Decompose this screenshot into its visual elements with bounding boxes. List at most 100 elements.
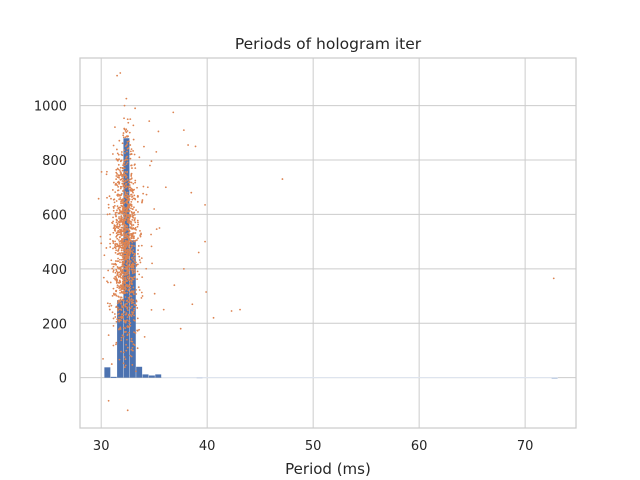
- scatter-point: [122, 198, 125, 201]
- scatter-point: [131, 283, 134, 285]
- scatter-point: [127, 296, 130, 299]
- scatter-point: [126, 302, 128, 305]
- scatter-point: [122, 351, 125, 354]
- scatter-point: [126, 275, 129, 278]
- scatter-point: [119, 220, 122, 223]
- scatter-point: [114, 290, 117, 292]
- scatter-point: [130, 207, 132, 210]
- scatter-point: [132, 189, 135, 192]
- scatter-point: [115, 211, 118, 214]
- y-tick-label: 400: [42, 263, 67, 278]
- scatter-point: [114, 262, 117, 265]
- scatter-point: [129, 285, 132, 288]
- scatter-point: [136, 200, 139, 203]
- scatter-point: [122, 278, 125, 280]
- scatter-point: [122, 326, 125, 329]
- scatter-point: [111, 222, 114, 225]
- y-tick-label: 600: [42, 208, 67, 223]
- scatter-point: [131, 211, 133, 214]
- scatter-point: [127, 194, 130, 197]
- scatter-point: [114, 251, 117, 254]
- scatter-point: [109, 246, 112, 248]
- scatter-point: [123, 218, 126, 221]
- scatter-point: [120, 336, 123, 339]
- scatter-point: [126, 118, 129, 121]
- scatter-point: [110, 259, 113, 262]
- scatter-point: [126, 299, 129, 302]
- scatter-point: [136, 195, 139, 198]
- scatter-point: [113, 277, 116, 280]
- scatter-point: [120, 241, 123, 244]
- y-tick-label: 1000: [34, 100, 67, 115]
- scatter-point: [121, 246, 123, 249]
- scatter-point: [118, 198, 121, 201]
- scatter-point: [116, 209, 118, 212]
- scatter-point: [119, 254, 122, 256]
- scatter-point: [126, 248, 129, 251]
- scatter-point: [131, 196, 133, 198]
- scatter-point: [133, 303, 136, 306]
- scatter-point: [114, 275, 117, 278]
- scatter-point: [127, 269, 130, 271]
- scatter-point: [116, 152, 119, 155]
- scatter-point: [119, 291, 121, 294]
- scatter-point: [120, 204, 123, 207]
- scatter-point: [136, 347, 139, 350]
- scatter-point: [117, 244, 120, 247]
- histogram-bar: [104, 367, 111, 378]
- scatter-point: [129, 307, 132, 310]
- scatter-point: [112, 270, 115, 273]
- scatter-point: [123, 159, 126, 162]
- scatter-point: [120, 270, 122, 273]
- scatter-point: [112, 144, 115, 147]
- scatter-point: [127, 313, 130, 316]
- scatter-point: [116, 158, 119, 161]
- scatter-point: [110, 363, 113, 365]
- scatter-point: [129, 262, 131, 264]
- scatter-point: [123, 366, 126, 369]
- scatter-point: [116, 205, 119, 208]
- scatter-point: [119, 252, 122, 255]
- histogram-bar: [129, 240, 136, 378]
- scatter-point: [122, 208, 124, 211]
- scatter-point: [118, 271, 121, 274]
- scatter-point: [194, 145, 197, 148]
- scatter-point: [120, 193, 123, 196]
- scatter-point: [115, 221, 118, 224]
- scatter-point: [117, 250, 119, 252]
- scatter-point: [128, 331, 131, 334]
- scatter-point: [137, 249, 139, 252]
- scatter-point: [155, 228, 158, 231]
- scatter-point: [143, 145, 145, 148]
- scatter-point: [117, 168, 120, 171]
- scatter-point: [143, 335, 146, 338]
- scatter-point: [130, 277, 133, 279]
- scatter-point: [130, 280, 133, 283]
- scatter-point: [112, 247, 114, 250]
- scatter-point: [127, 121, 130, 124]
- scatter-point: [136, 307, 139, 309]
- scatter-point: [119, 266, 122, 269]
- scatter-point: [121, 269, 124, 271]
- scatter-point: [109, 281, 112, 284]
- scatter-point: [125, 312, 128, 314]
- scatter-point: [108, 213, 111, 215]
- scatter-point: [122, 134, 125, 137]
- scatter-point: [125, 213, 128, 216]
- scatter-point: [132, 232, 135, 235]
- histogram-bars: [104, 138, 558, 379]
- scatter-point: [129, 118, 132, 120]
- scatter-point: [126, 316, 129, 318]
- scatter-point: [124, 313, 127, 316]
- scatter-point: [107, 269, 110, 272]
- scatter-point: [137, 245, 140, 247]
- scatter-point: [121, 177, 124, 180]
- histogram-bar: [148, 375, 155, 378]
- scatter-point: [118, 358, 121, 361]
- scatter-point: [146, 186, 149, 189]
- scatter-point: [114, 271, 117, 274]
- scatter-point: [128, 287, 131, 290]
- scatter-point: [131, 346, 134, 349]
- scatter-point: [125, 343, 127, 346]
- scatter-point: [122, 292, 125, 295]
